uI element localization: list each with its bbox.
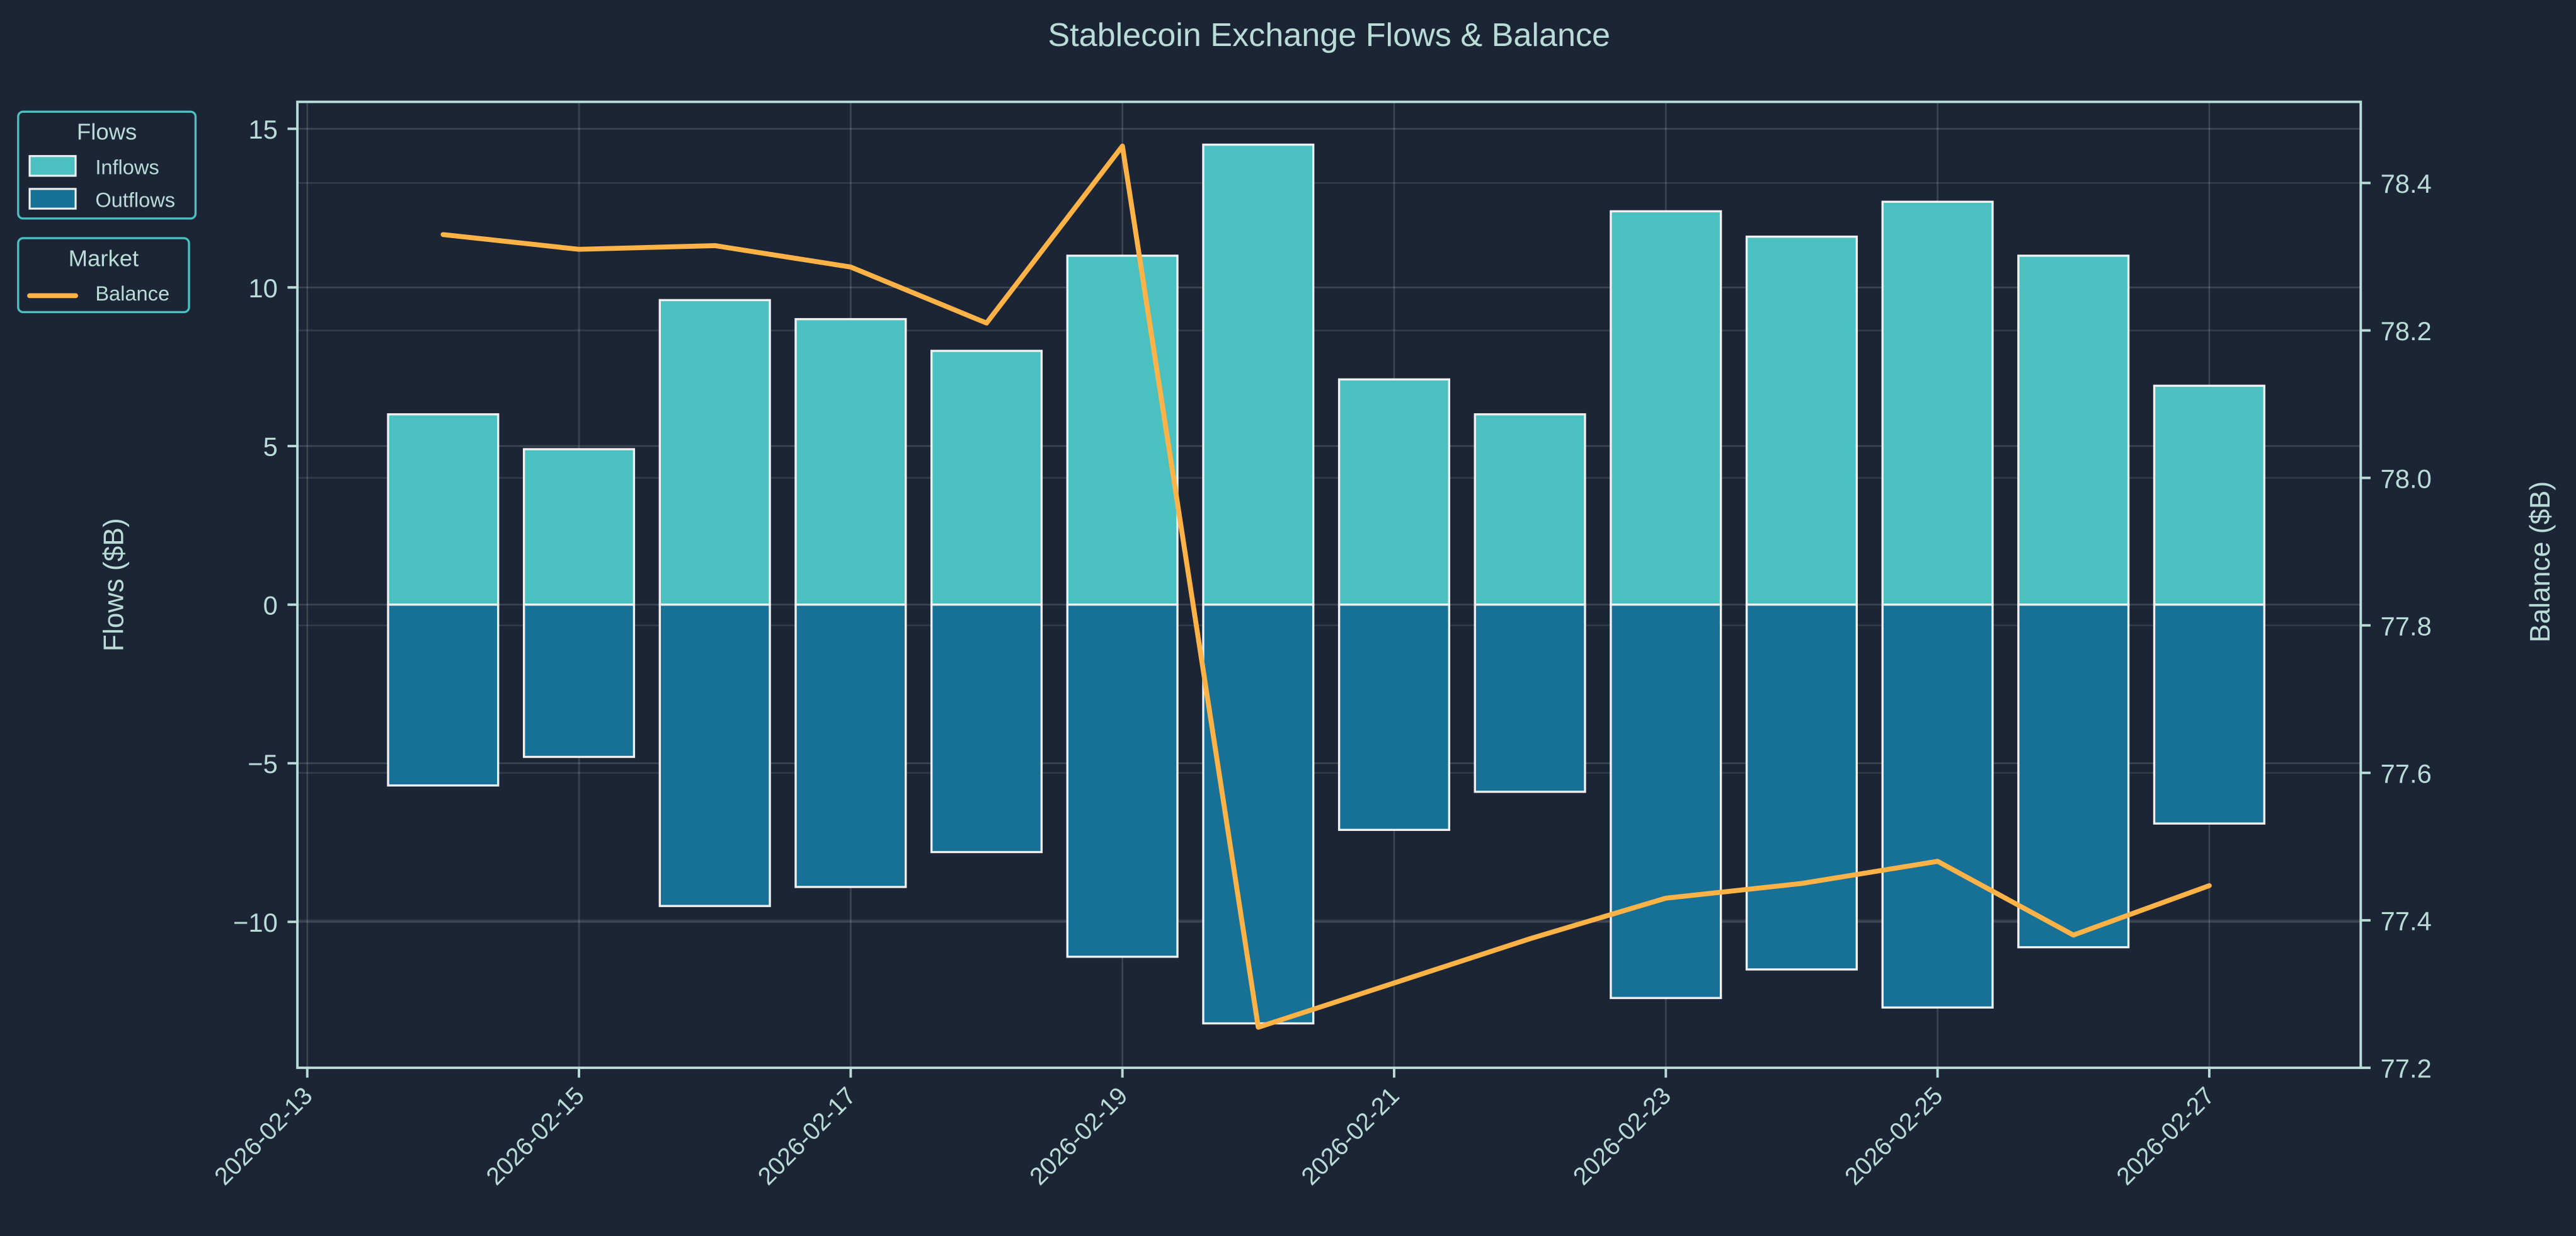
y-axis-label-right: Balance ($B) (2525, 481, 2556, 643)
x-tick-label: 2026-02-23 (1568, 1082, 1676, 1191)
inflow-bar (522, 448, 636, 606)
y-axis-label-left: Flows ($B) (99, 518, 130, 651)
y-tick-label-left: 15 (248, 115, 277, 144)
outflow-bar (794, 604, 907, 888)
inflow-bar (1745, 235, 1858, 606)
legend-outflows-swatch (28, 188, 77, 210)
legend-outflows-label: Outflows (95, 188, 175, 212)
y-tick-label-right: 78.0 (2381, 464, 2432, 493)
y-tick-label-right: 77.4 (2381, 907, 2432, 936)
inflow-bar (794, 318, 907, 606)
outflow-bar (2017, 604, 2130, 949)
y-tick-label-right: 78.4 (2381, 169, 2432, 198)
outflow-bar (522, 604, 636, 758)
y-tick-label-left: −5 (248, 749, 278, 779)
x-tick-label: 2026-02-15 (481, 1082, 590, 1191)
outflow-bar (1066, 604, 1179, 958)
outflow-bar (2153, 604, 2265, 825)
inflow-bar (930, 350, 1043, 606)
outflow-bar (387, 604, 500, 787)
x-tick-label: 2026-02-25 (1840, 1082, 1948, 1191)
outflow-bar (658, 604, 771, 907)
y-tick-label-right: 77.2 (2381, 1054, 2432, 1084)
outflow-bar (1202, 604, 1315, 1025)
outflow-bar (1474, 604, 1586, 793)
plot-frame (296, 100, 2362, 1069)
outflow-bar (930, 604, 1043, 854)
inflow-bar (2017, 255, 2130, 606)
outflow-bar (1745, 604, 1858, 971)
y-tick-label-right: 77.8 (2381, 611, 2432, 641)
inflow-bar (2153, 384, 2265, 606)
x-tick-label: 2026-02-21 (1297, 1082, 1405, 1191)
y-tick-label-left: 0 (263, 590, 278, 620)
y-tick-label-left: 10 (248, 273, 277, 303)
inflow-bar (1202, 143, 1315, 606)
outflow-bar (1610, 604, 1722, 999)
legend-flows-title: Flows (77, 119, 137, 145)
inflow-bar (387, 413, 500, 606)
y-tick-label-left: 5 (263, 432, 278, 462)
chart-title: Stablecoin Exchange Flows & Balance (1048, 17, 1610, 54)
y-tick-label-right: 78.2 (2381, 316, 2432, 346)
inflow-bar (1337, 378, 1451, 606)
x-tick-label: 2026-02-13 (210, 1082, 318, 1191)
y-tick-label-left: −10 (233, 908, 278, 937)
legend-flows: Flows Inflows Outflows (17, 110, 197, 220)
legend-inflows-swatch (28, 155, 77, 177)
x-tick-label: 2026-02-19 (1025, 1082, 1133, 1191)
bars (387, 143, 2265, 1025)
x-tick-label: 2026-02-27 (2112, 1082, 2220, 1191)
inflow-bar (1474, 413, 1586, 606)
inflow-bar (658, 299, 771, 606)
inflow-bar (1066, 255, 1179, 606)
legend-balance-label: Balance (95, 282, 169, 305)
balance-line-group (440, 143, 2212, 1030)
legend-market: Market Balance (17, 237, 190, 314)
inflow-bar (1881, 200, 1994, 606)
inflow-bar (1610, 210, 1722, 606)
y-tick-label-right: 77.6 (2381, 758, 2432, 788)
legend-inflows-label: Inflows (95, 155, 159, 178)
x-tick-label: 2026-02-17 (753, 1082, 861, 1191)
outflow-bar (1337, 604, 1451, 832)
legend-market-title: Market (69, 245, 139, 271)
balance-line (440, 143, 2212, 1030)
outflow-bar (1881, 604, 1994, 1009)
